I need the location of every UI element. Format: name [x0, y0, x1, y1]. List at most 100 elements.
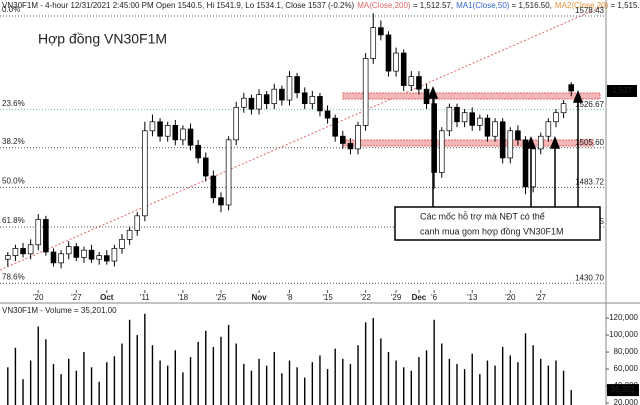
volume-bar [243, 363, 245, 405]
vol-tick-label: 60,000 [614, 364, 639, 373]
volume-bar [562, 370, 565, 405]
support-band [342, 92, 601, 100]
candle-body [507, 130, 514, 159]
volume-bar [288, 360, 291, 405]
volume-bar [334, 348, 336, 405]
candle-body [65, 246, 72, 255]
volume-bar [387, 352, 390, 405]
volume-bar [433, 319, 435, 405]
candle-body [537, 135, 544, 150]
candle-body [378, 27, 384, 36]
candle-body [370, 27, 377, 59]
candle-body [271, 88, 278, 105]
fib-label: 23.6% [2, 99, 25, 108]
volume-bar [45, 339, 47, 405]
volume-bar [205, 330, 207, 405]
volume-bar [296, 367, 298, 405]
volume-bar [471, 353, 473, 405]
last-price-label: 1,537 [612, 86, 633, 95]
candle-body [286, 76, 293, 101]
last-volume-label: 35,201 [611, 385, 636, 394]
x-tick-label: Nov [251, 293, 267, 302]
ma-value: = 1,512.57, [411, 1, 453, 10]
candle-body [27, 244, 34, 255]
fib-value: 1578.43 [575, 6, 604, 15]
volume-bar [52, 363, 55, 405]
annotation-box [394, 206, 601, 241]
fib-label: 50.0% [2, 176, 25, 185]
candle-body [484, 117, 491, 137]
volume-bar [304, 377, 306, 405]
candle-body [416, 76, 422, 90]
volume-bar [189, 357, 192, 405]
candle-body [393, 52, 399, 72]
volume-bar [121, 343, 123, 405]
volume-bar [14, 347, 17, 405]
volume-bar [501, 346, 504, 405]
volume-bar [83, 352, 85, 405]
candle-body [195, 144, 201, 159]
annotation: Các mốc hỗ trợ mà NĐT có thể [420, 211, 545, 221]
candle-body [210, 175, 217, 199]
candle-body [454, 106, 460, 123]
x-tick-label: '27 [71, 293, 82, 302]
candle-body [309, 96, 316, 105]
candle-body [515, 130, 521, 141]
candle-body [446, 106, 453, 132]
volume-bar [494, 365, 496, 405]
candle-body [362, 58, 369, 126]
candle-body [149, 121, 156, 132]
x-tick-label: '20 [33, 293, 44, 302]
candle-body [180, 128, 186, 141]
header: VN30F1M - 4-hour 12/31/2021 2:45:00 PM O… [2, 1, 640, 10]
volume-bar [75, 370, 78, 405]
volume-bar [281, 373, 283, 405]
volume-bar [98, 381, 100, 405]
volume-bar [463, 369, 466, 405]
candle-body [58, 253, 64, 264]
candle-body [332, 117, 338, 137]
ma-name: MA1(Close,50) [456, 1, 510, 10]
volume-bar [570, 390, 572, 405]
volume-bar [258, 358, 260, 405]
volume-bar [60, 374, 62, 405]
candle-body [499, 121, 506, 159]
candle-body [568, 84, 574, 92]
volume-bar [380, 338, 382, 405]
volume-bar [136, 335, 138, 405]
last-price-box [607, 84, 637, 97]
volume-bar [174, 350, 176, 405]
volume-bar [128, 319, 131, 405]
candle-body [301, 92, 308, 105]
candle-body [12, 248, 19, 256]
x-tick-label: '11 [140, 293, 150, 302]
volume-bar [22, 379, 24, 405]
volume-bar [166, 365, 169, 405]
x-tick-label: '29 [391, 293, 402, 302]
candle-body [248, 97, 255, 110]
x-tick-label: Oct [100, 293, 114, 302]
x-tick-label: '27 [536, 293, 547, 302]
volume-bar [479, 374, 481, 405]
volume-bar [37, 326, 39, 405]
candle-body [20, 248, 26, 255]
fib-label: 78.6% [2, 272, 25, 281]
volume-bar [357, 345, 359, 405]
candle-body [317, 96, 323, 112]
last-volume-box [607, 384, 639, 397]
candle-body [126, 229, 133, 240]
candle-body [492, 121, 498, 137]
arrows [427, 85, 584, 207]
volume-bar [197, 341, 199, 405]
volume-bar [273, 352, 275, 405]
fib-label: 61.8% [2, 216, 25, 225]
candle-body [423, 88, 430, 105]
volume-bar [159, 360, 161, 405]
x-tick-label: '15 [322, 293, 333, 302]
candle-body [142, 130, 148, 217]
candle-body [355, 125, 361, 150]
fib-label: 0.0% [2, 5, 20, 14]
volume-title: VN30F1M - Volume = 35,201.00 [2, 306, 117, 315]
volume-bar [395, 360, 397, 405]
fib-label: 38.2% [2, 137, 25, 146]
